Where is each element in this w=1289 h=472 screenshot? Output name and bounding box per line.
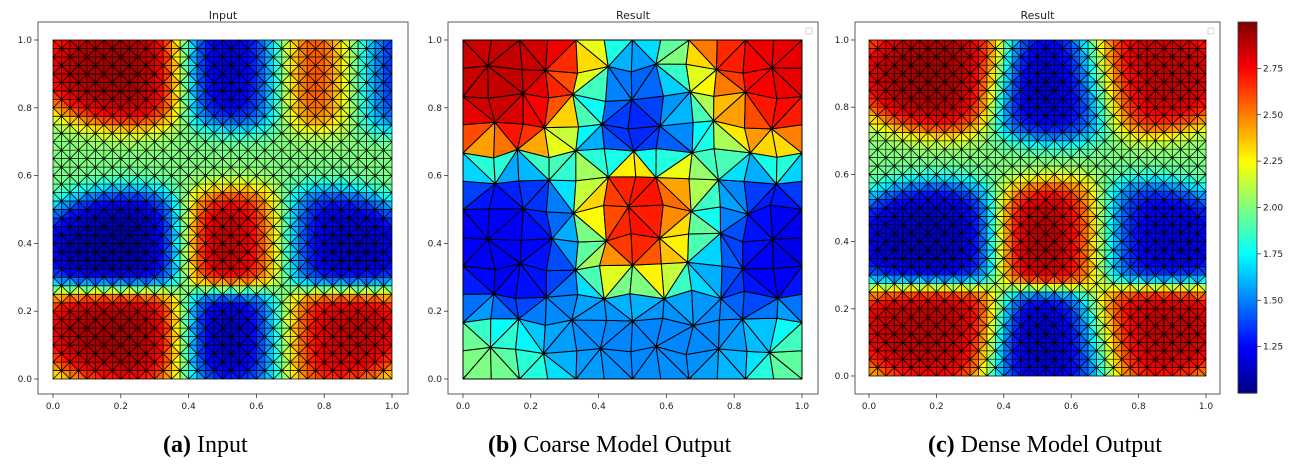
chart-title: Input bbox=[209, 9, 238, 22]
panel-dense-output: Result 0.0 0.2 0.4 0.6 0.8 1.0 0.0 0.2 0.4 0.6 0.8 1… bbox=[835, 9, 1221, 412]
x-tick-label: 0.4 bbox=[591, 402, 606, 412]
chart-title: Result bbox=[1021, 9, 1056, 22]
figure: Input 0.0 0.2 0.4 0.6 0.8 1.0 0.0 0.2 0.4 0.6 0.8 1.… bbox=[18, 9, 1284, 412]
y-tick-label: 1.0 bbox=[18, 36, 33, 46]
x-tick-label: 0.0 bbox=[862, 402, 877, 412]
axes-frame bbox=[447, 21, 819, 395]
y-tick-label: 0.4 bbox=[428, 239, 443, 249]
x-tick-label: 0.2 bbox=[929, 402, 943, 412]
colorbar-tick-label: 1.75 bbox=[1263, 250, 1283, 260]
triangle-mesh bbox=[868, 39, 1207, 377]
panel-input: Input 0.0 0.2 0.4 0.6 0.8 1.0 0.0 0.2 0.4 0.6 0.8 1.… bbox=[18, 9, 409, 412]
colorbar-tick-label: 2.00 bbox=[1263, 204, 1283, 214]
panel-coarse-output: Result 0.0 0.2 0.4 0.6 0.8 1.0 0.0 0.2 0.4 0.6 0.8 1… bbox=[428, 9, 819, 412]
y-tick-label: 0.6 bbox=[18, 172, 33, 182]
x-tick-label: 0.0 bbox=[46, 402, 61, 412]
x-tick-label: 0.8 bbox=[727, 402, 742, 412]
caption-a: (a) Input bbox=[163, 432, 248, 458]
axes-frame bbox=[37, 21, 409, 395]
y-tick-label: 0.0 bbox=[428, 375, 443, 385]
colorbar-tick-label: 2.75 bbox=[1263, 64, 1283, 74]
triangle-mesh bbox=[52, 39, 393, 380]
y-tick-label: 0.6 bbox=[428, 172, 443, 182]
axes-frame bbox=[854, 21, 1221, 395]
y-tick-label: 0.2 bbox=[18, 307, 32, 317]
colorbar: 1.25 1.50 1.75 2.00 2.25 2.50 2.75 bbox=[1237, 21, 1283, 394]
y-tick-label: 0.0 bbox=[18, 375, 33, 385]
x-tick-label: 1.0 bbox=[1199, 402, 1214, 412]
legend-box bbox=[805, 27, 813, 35]
legend-box bbox=[1207, 27, 1215, 35]
x-tick-label: 0.2 bbox=[114, 402, 128, 412]
caption-b: (b) Coarse Model Output bbox=[488, 432, 732, 458]
y-tick-label: 0.2 bbox=[428, 307, 442, 317]
y-tick-label: 0.2 bbox=[835, 305, 849, 315]
colorbar-tick-label: 1.50 bbox=[1263, 296, 1283, 306]
colorbar-tick-label: 2.50 bbox=[1263, 111, 1283, 121]
y-tick-label: 1.0 bbox=[835, 36, 850, 46]
y-tick-label: 0.8 bbox=[835, 103, 850, 113]
x-tick-label: 0.4 bbox=[181, 402, 196, 412]
triangle-mesh bbox=[462, 39, 803, 380]
colorbar-tick-label: 2.25 bbox=[1263, 157, 1283, 167]
y-tick-label: 0.8 bbox=[18, 104, 33, 114]
x-tick-label: 0.6 bbox=[249, 402, 264, 412]
x-tick-label: 0.6 bbox=[659, 402, 674, 412]
x-tick-label: 0.8 bbox=[1131, 402, 1146, 412]
x-tick-label: 0.2 bbox=[524, 402, 538, 412]
y-tick-label: 1.0 bbox=[428, 36, 443, 46]
x-tick-label: 1.0 bbox=[385, 402, 400, 412]
y-tick-label: 0.8 bbox=[428, 104, 443, 114]
x-tick-label: 0.6 bbox=[1064, 402, 1079, 412]
y-tick-label: 0.6 bbox=[835, 170, 850, 180]
x-tick-label: 0.8 bbox=[317, 402, 332, 412]
x-tick-label: 0.4 bbox=[997, 402, 1012, 412]
y-tick-label: 0.0 bbox=[835, 372, 850, 382]
y-tick-label: 0.4 bbox=[835, 238, 850, 248]
chart-title: Result bbox=[616, 9, 651, 22]
caption-c: (c) Dense Model Output bbox=[928, 432, 1162, 458]
x-tick-label: 0.0 bbox=[456, 402, 471, 412]
x-tick-label: 1.0 bbox=[795, 402, 810, 412]
colorbar-tick-label: 1.25 bbox=[1263, 343, 1283, 353]
y-tick-label: 0.4 bbox=[18, 239, 33, 249]
